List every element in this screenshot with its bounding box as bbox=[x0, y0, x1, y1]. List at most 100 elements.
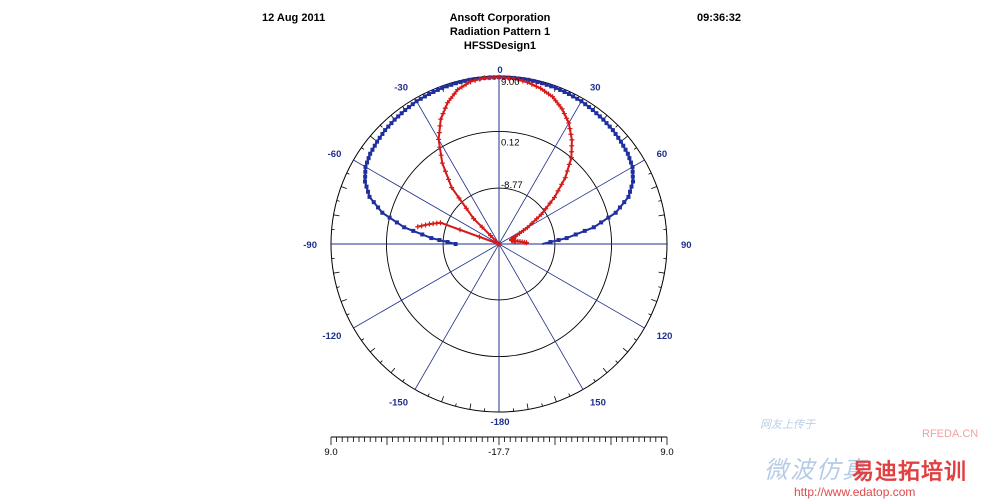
series-2-point bbox=[542, 88, 548, 94]
series-2-point bbox=[566, 120, 572, 126]
series-2-point bbox=[437, 123, 443, 129]
series-1-point bbox=[380, 210, 385, 215]
series-1-point bbox=[597, 114, 602, 119]
series-1-point bbox=[427, 92, 432, 97]
series-1-point bbox=[370, 147, 375, 152]
watermark-rfeda: RFEDA.CN bbox=[922, 428, 979, 440]
degree-tick bbox=[622, 135, 628, 141]
series-1-point bbox=[449, 82, 454, 87]
series-1-point bbox=[418, 96, 423, 101]
degree-tick bbox=[633, 338, 637, 341]
degree-tick bbox=[455, 403, 457, 407]
series-1-point bbox=[540, 81, 545, 86]
series-2-point bbox=[529, 81, 535, 87]
series-1-point bbox=[579, 99, 584, 104]
grid-spoke bbox=[353, 243, 500, 329]
series-2-point bbox=[437, 220, 443, 226]
series-2-point bbox=[569, 143, 575, 149]
series-2-point bbox=[449, 185, 455, 191]
series-1-point bbox=[394, 220, 399, 225]
series-1-point bbox=[607, 124, 612, 129]
degree-tick bbox=[361, 338, 365, 341]
series-2-point bbox=[546, 91, 552, 97]
grid-spoke bbox=[353, 159, 500, 245]
series-2-point bbox=[567, 126, 573, 132]
series-1-point bbox=[377, 135, 382, 140]
series-2-point bbox=[568, 131, 574, 137]
series-2-point bbox=[564, 115, 570, 121]
series-2-point bbox=[559, 106, 565, 112]
degree-tick bbox=[379, 124, 383, 128]
series-1-point bbox=[627, 189, 632, 194]
polar-grid bbox=[330, 75, 668, 413]
series-1-point bbox=[601, 117, 606, 122]
degree-tick bbox=[651, 186, 658, 189]
series-2-point bbox=[451, 91, 457, 97]
series-1-point bbox=[366, 189, 371, 194]
series-2-point bbox=[455, 87, 461, 93]
degree-tick bbox=[346, 172, 350, 175]
degree-tick bbox=[648, 172, 652, 175]
series-2-point bbox=[556, 102, 562, 108]
series-2-point bbox=[476, 234, 482, 240]
series-1-point bbox=[625, 151, 630, 156]
degree-tick bbox=[633, 147, 637, 150]
series-2-point bbox=[472, 77, 478, 83]
grid-spoke bbox=[414, 243, 500, 390]
series-2-point bbox=[456, 195, 462, 201]
watermark-cn-left: 微波仿真 bbox=[764, 456, 868, 484]
series-2-point bbox=[568, 155, 574, 161]
series-1-point bbox=[621, 143, 626, 148]
series-1-point bbox=[372, 143, 377, 148]
degree-tick bbox=[526, 403, 529, 410]
series-1-point bbox=[553, 85, 558, 90]
degree-tick bbox=[402, 378, 405, 382]
series-2-point bbox=[438, 116, 444, 122]
polar-labels: 9.00 0.12 -8.77 0 30 60 90 120 150 -180 -150 -120 -9… bbox=[303, 65, 691, 428]
series-1-point bbox=[403, 107, 408, 112]
series-1-point bbox=[583, 102, 588, 107]
series-1-point bbox=[606, 215, 611, 220]
degree-tick bbox=[336, 286, 340, 288]
series-2-point bbox=[496, 241, 502, 247]
series-2-point bbox=[520, 78, 526, 84]
degree-tick bbox=[651, 299, 658, 302]
series-1-point bbox=[604, 121, 609, 126]
series-1-point bbox=[610, 128, 615, 133]
series-1-point bbox=[383, 128, 388, 133]
series-1-point bbox=[613, 131, 618, 136]
series-layer bbox=[362, 74, 636, 247]
series-1-point bbox=[571, 94, 576, 99]
degree-tick bbox=[346, 313, 350, 316]
series-1-point bbox=[631, 179, 636, 184]
angle-label: 90 bbox=[681, 240, 692, 251]
degree-tick bbox=[361, 147, 365, 150]
angle-label: 0 bbox=[497, 65, 502, 76]
series-1-point bbox=[594, 111, 599, 116]
degree-tick bbox=[427, 393, 430, 397]
series-2-point bbox=[477, 76, 483, 82]
scale-label: 9.0 bbox=[660, 447, 673, 458]
series-2-point bbox=[463, 205, 469, 211]
series-2-point bbox=[423, 222, 429, 228]
series-1-point bbox=[364, 184, 369, 189]
degree-tick bbox=[333, 271, 340, 274]
series-2-point bbox=[533, 83, 539, 89]
series-2-point bbox=[463, 81, 469, 87]
scale-label: -17.7 bbox=[488, 447, 510, 458]
scale-label: 9.0 bbox=[324, 447, 337, 458]
series-2-point bbox=[445, 100, 451, 106]
series-2-point bbox=[534, 216, 540, 222]
series-2-point bbox=[446, 176, 452, 182]
series-1-point bbox=[396, 114, 401, 119]
ring-label: 9.00 bbox=[501, 77, 520, 88]
degree-tick bbox=[658, 271, 665, 274]
series-2-point bbox=[529, 220, 535, 226]
series-1-point bbox=[453, 81, 458, 86]
grid-spoke bbox=[498, 243, 584, 390]
series-2-point bbox=[448, 95, 454, 101]
degree-tick bbox=[554, 396, 557, 403]
series-1-point bbox=[613, 210, 618, 215]
ring-label: -8.77 bbox=[501, 180, 523, 191]
plot-time: 09:36:32 bbox=[697, 12, 742, 24]
